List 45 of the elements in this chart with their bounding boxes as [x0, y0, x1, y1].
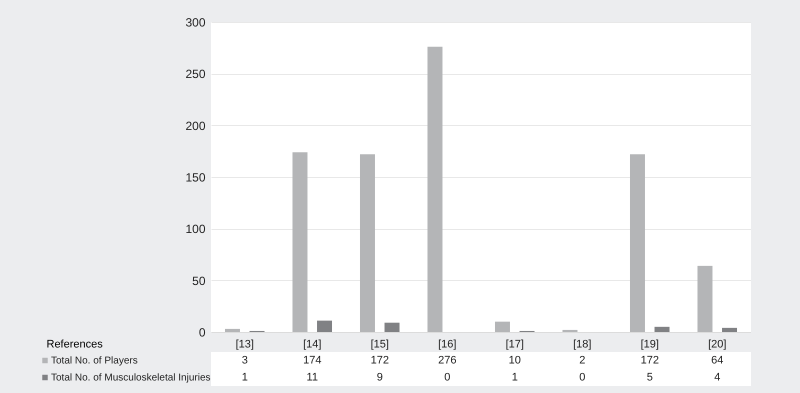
data-label: 64 — [711, 354, 724, 366]
bar — [384, 322, 400, 332]
data-label: 2 — [579, 354, 586, 366]
x-tick-label: [14] — [303, 338, 322, 350]
data-label: 11 — [306, 372, 318, 384]
legend-label: Total No. of Musculoskeletal Injuries — [51, 372, 211, 384]
bar — [317, 320, 332, 332]
x-tick-label: [18] — [573, 338, 592, 350]
y-tick-label: 100 — [185, 222, 206, 236]
y-tick-label: 150 — [185, 170, 206, 184]
data-label: 0 — [444, 372, 450, 384]
data-label: 1 — [242, 372, 248, 384]
bar — [224, 328, 240, 332]
x-tick-label: [13] — [236, 338, 254, 350]
data-label: 5 — [646, 372, 653, 384]
data-label: 276 — [438, 354, 456, 366]
bar — [427, 46, 442, 332]
bar — [630, 154, 645, 332]
data-label: 1 — [512, 372, 518, 384]
data-label: 0 — [579, 372, 586, 384]
bar — [360, 154, 375, 332]
bar — [697, 266, 712, 332]
x-tick-label: [20] — [708, 338, 726, 350]
x-tick-label: [17] — [506, 338, 524, 350]
bar — [722, 328, 738, 332]
y-tick-label: 200 — [185, 118, 206, 133]
data-label: 4 — [714, 372, 720, 384]
y-tick-label: 250 — [185, 67, 206, 82]
data-label: 174 — [303, 354, 322, 366]
x-tick-label: [16] — [438, 338, 456, 350]
y-tick-label: 0 — [198, 326, 206, 340]
y-tick-label: 50 — [192, 274, 206, 288]
legend-label: Total No. of Players — [51, 356, 138, 366]
data-label: 172 — [370, 354, 389, 366]
y-tick-label: 300 — [185, 16, 206, 30]
x-tick-label: [19] — [640, 338, 659, 350]
text: References — [46, 338, 104, 350]
bar — [292, 152, 308, 332]
bar — [654, 326, 670, 332]
data-label: 9 — [376, 372, 383, 384]
x-tick-label: [15] — [370, 338, 389, 350]
data-label: 172 — [640, 354, 659, 366]
data-label: 3 — [242, 354, 248, 366]
data-label: 10 — [508, 354, 521, 366]
bar — [494, 322, 510, 332]
